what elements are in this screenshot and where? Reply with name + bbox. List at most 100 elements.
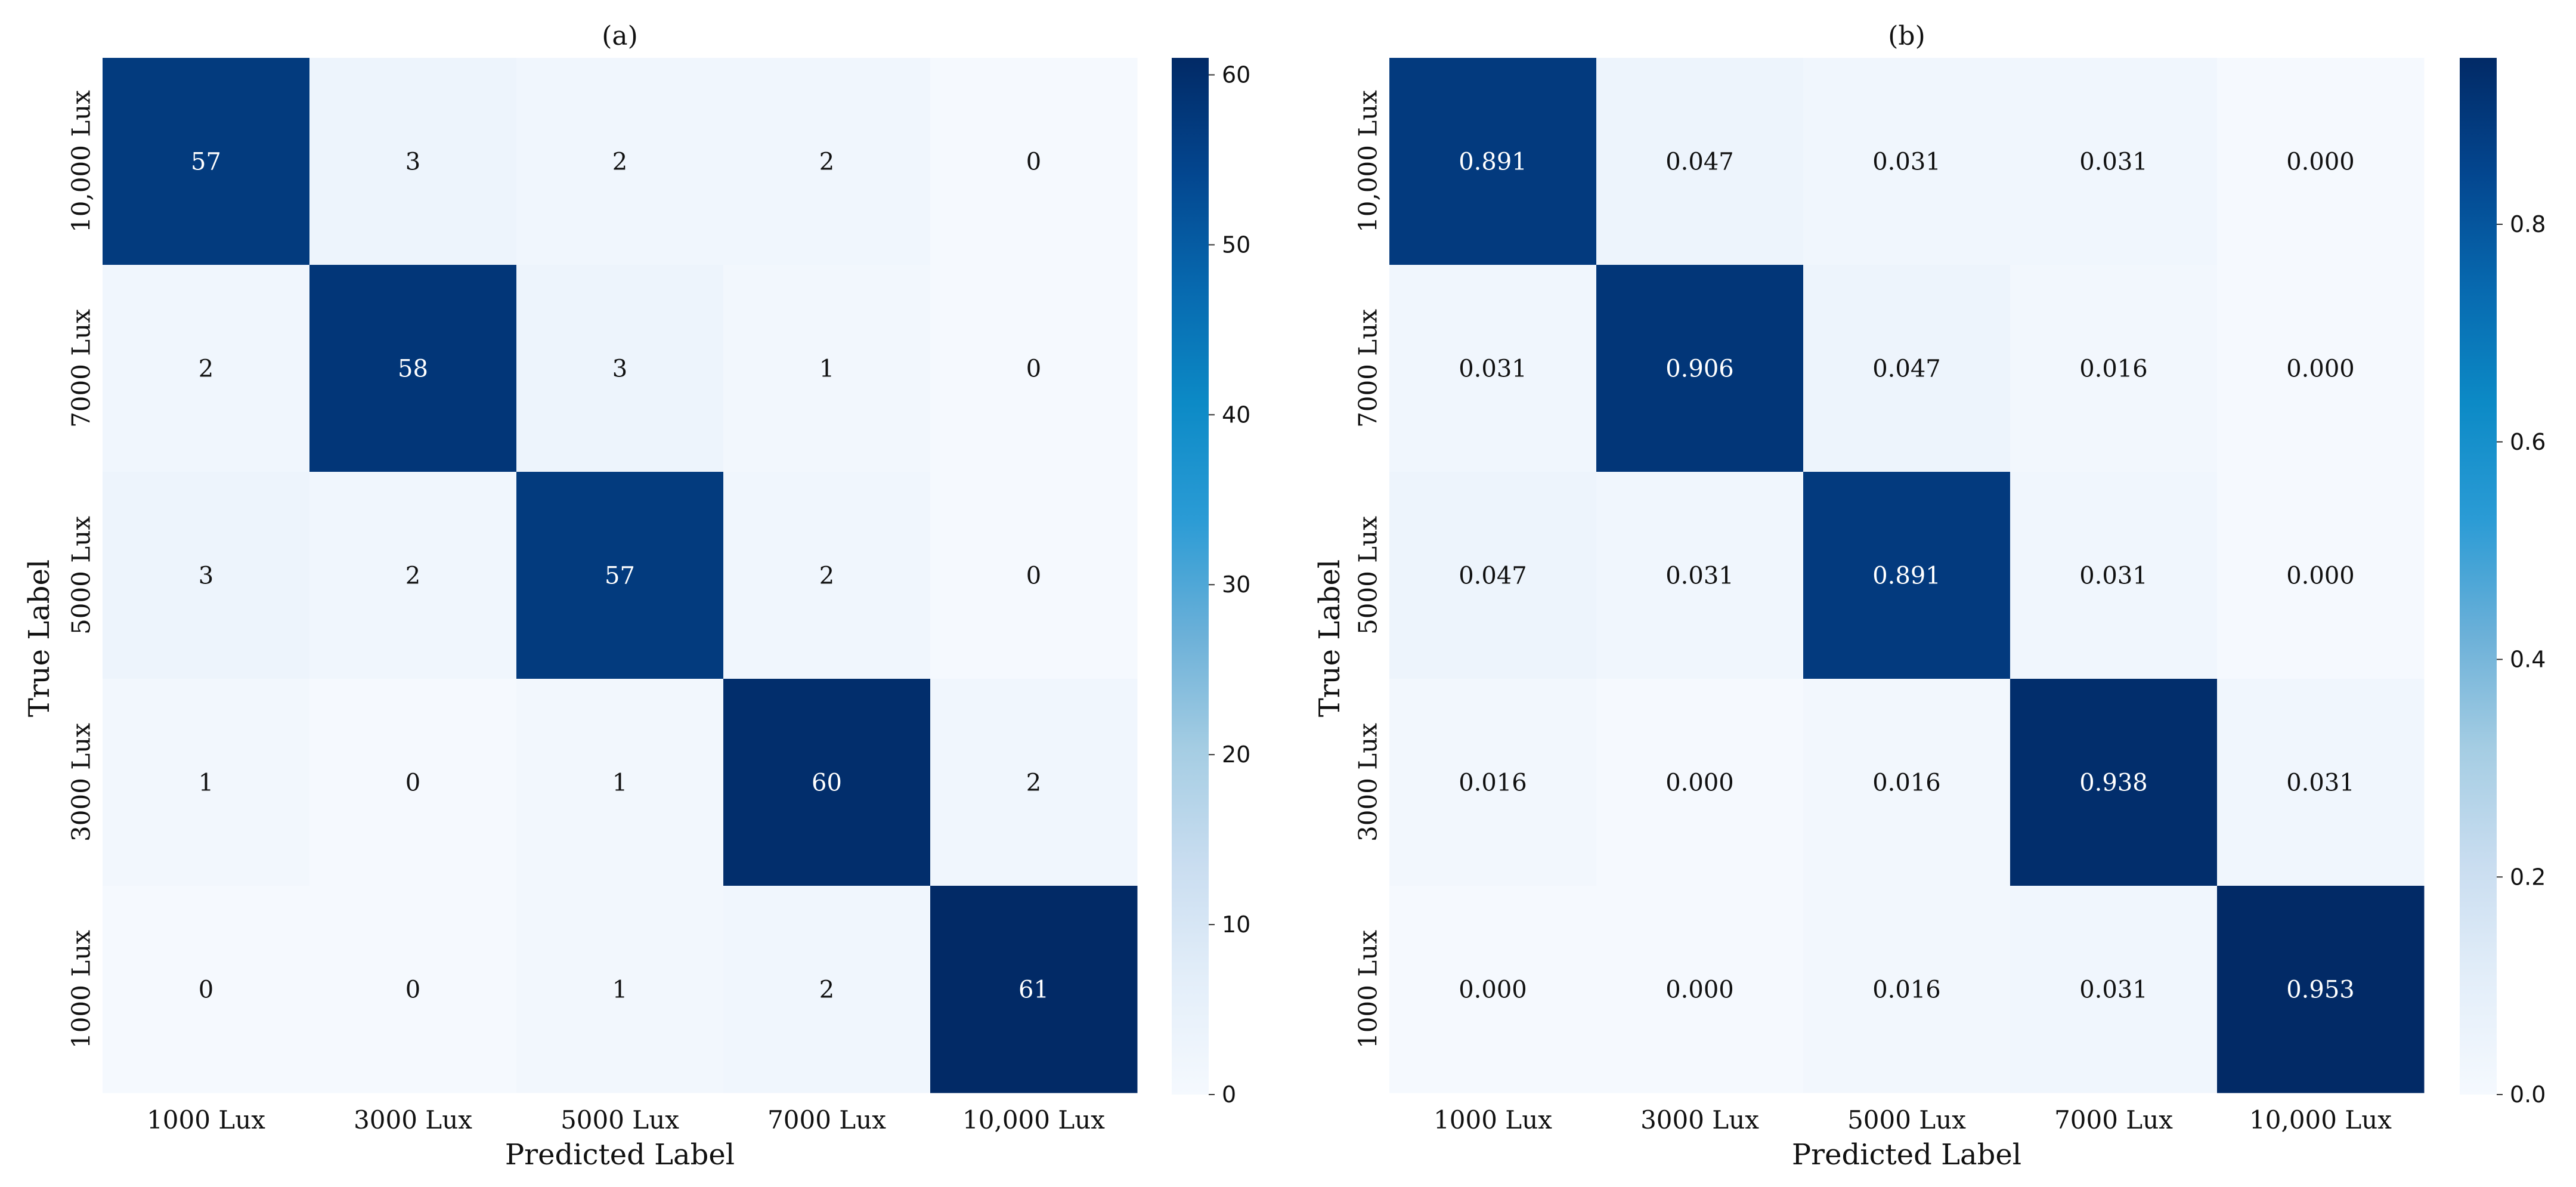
heatmap-cell (2010, 58, 2218, 265)
heatmap-cell (516, 265, 724, 472)
heatmap-cell (309, 472, 517, 679)
colorbar (2460, 58, 2497, 1095)
heatmap-cell (103, 886, 310, 1093)
cell-value-label: 61 (1018, 976, 1049, 1004)
cell-value-label: 0.016 (1872, 976, 1941, 1004)
cell-value-label: 0.891 (1872, 562, 1941, 590)
cell-value-label: 0.000 (2286, 149, 2355, 176)
y-axis-label: True Label (23, 560, 56, 718)
cell-value-label: 0.000 (1665, 976, 1734, 1004)
heatmap-cell (1803, 58, 2011, 265)
heatmap-cell (2010, 265, 2218, 472)
x-tick-label: 10,000 Lux (962, 1105, 1105, 1135)
heatmap-cell (1596, 679, 1804, 886)
heatmap-cell (516, 679, 724, 886)
cell-value-label: 2 (819, 562, 834, 590)
heatmap-cell (2217, 472, 2425, 679)
cell-value-label: 57 (191, 149, 221, 176)
heatmap-cell (309, 679, 517, 886)
cell-value-label: 3 (612, 356, 627, 383)
heatmap-cell (930, 679, 1138, 886)
heatmap-cell (1803, 886, 2011, 1093)
colorbar-tick-label: 30 (1222, 571, 1250, 598)
x-tick-label: 3000 Lux (1640, 1105, 1759, 1135)
heatmap-cell (1389, 265, 1597, 472)
cell-value-label: 0.953 (2286, 976, 2355, 1004)
cell-value-label: 2 (199, 356, 213, 383)
heatmap-cell (723, 886, 931, 1093)
heatmap-cell (930, 472, 1138, 679)
cell-value-label: 0 (1026, 149, 1041, 176)
cell-value-label: 0.938 (2079, 769, 2148, 797)
heatmap-cell (2217, 58, 2425, 265)
x-tick-label: 3000 Lux (354, 1105, 472, 1135)
y-tick-label: 7000 Lux (1354, 309, 1383, 428)
heatmap-cell (103, 472, 310, 679)
cell-value-label: 2 (1026, 769, 1041, 797)
cell-value-label: 0.016 (2079, 356, 2148, 383)
cell-value-label: 0.906 (1665, 356, 1734, 383)
colorbar-tick-label: 0.4 (2510, 647, 2546, 673)
cell-value-label: 1 (819, 356, 834, 383)
heatmap-panel-b: 0.891 0.047 0.031 0.031 0.000 0.031 0.906 0.047… (1313, 21, 2546, 1171)
heatmap-panel-a: 57 3 2 2 02 58 3 1 03 2 57 2 01 0 1 60 20 0 1 2 61(a)1000 Lu… (23, 21, 1250, 1171)
cell-value-label: 1 (199, 769, 213, 797)
cell-value-label: 0 (1026, 562, 1041, 590)
y-tick-label: 5000 Lux (1354, 516, 1383, 635)
x-axis-label: Predicted Label (505, 1138, 735, 1171)
cell-value-label: 0.031 (2079, 562, 2148, 590)
cell-value-label: 0.891 (1459, 149, 1527, 176)
heatmap-cell (930, 265, 1138, 472)
x-tick-label: 5000 Lux (1847, 1105, 1966, 1135)
heatmap-cell (103, 679, 310, 886)
colorbar-tick-label: 60 (1222, 61, 1250, 88)
colorbar-tick-label: 0.6 (2510, 429, 2546, 455)
heatmap-cell (309, 265, 517, 472)
heatmap-cell (1596, 472, 1804, 679)
y-tick-label: 1000 Lux (1354, 930, 1383, 1049)
cell-value-label: 1 (612, 769, 627, 797)
x-tick-label: 1000 Lux (147, 1105, 265, 1135)
y-tick-label: 1000 Lux (67, 930, 96, 1049)
heatmap-cell (1389, 472, 1597, 679)
x-tick-label: 1000 Lux (1433, 1105, 1552, 1135)
colorbar-tick-label: 10 (1222, 911, 1250, 938)
cell-value-label: 2 (612, 149, 627, 176)
cell-value-label: 0.047 (1459, 562, 1527, 590)
cell-value-label: 60 (812, 769, 842, 797)
cell-value-label: 3 (405, 149, 420, 176)
y-tick-label: 5000 Lux (67, 516, 96, 635)
cell-value-label: 0 (1026, 356, 1041, 383)
x-axis-label: Predicted Label (1792, 1138, 2021, 1171)
heatmap-cell (1803, 679, 2011, 886)
x-tick-label: 5000 Lux (561, 1105, 679, 1135)
heatmap-cell (103, 265, 310, 472)
cell-value-label: 0 (405, 769, 420, 797)
heatmap-cell (1596, 265, 1804, 472)
cell-value-label: 3 (199, 562, 213, 590)
colorbar-tick-label: 20 (1222, 741, 1250, 768)
x-tick-label: 7000 Lux (2054, 1105, 2173, 1135)
heatmap-cell (2010, 679, 2218, 886)
heatmap-cell (103, 58, 310, 265)
heatmap-cell (516, 472, 724, 679)
heatmap-cell (723, 265, 931, 472)
cell-value-label: 2 (819, 976, 834, 1004)
heatmap-cell (309, 58, 517, 265)
cell-value-label: 0.016 (1459, 769, 1527, 797)
cell-value-label: 0.000 (2286, 562, 2355, 590)
y-tick-label: 10,000 Lux (67, 90, 96, 233)
heatmap-cell (516, 58, 724, 265)
heatmap-cell (2010, 886, 2218, 1093)
cell-value-label: 58 (398, 356, 428, 383)
heatmap-cell (1389, 679, 1597, 886)
colorbar-tick-label: 0.0 (2510, 1081, 2546, 1108)
heatmap-cell (309, 886, 517, 1093)
y-tick-label: 7000 Lux (67, 309, 96, 428)
x-tick-label: 10,000 Lux (2249, 1105, 2392, 1135)
colorbar (1172, 58, 1209, 1095)
heatmap-cell (2217, 265, 2425, 472)
colorbar-tick-label: 40 (1222, 401, 1250, 428)
cell-value-label: 2 (405, 562, 420, 590)
cell-value-label: 0.031 (1872, 149, 1941, 176)
